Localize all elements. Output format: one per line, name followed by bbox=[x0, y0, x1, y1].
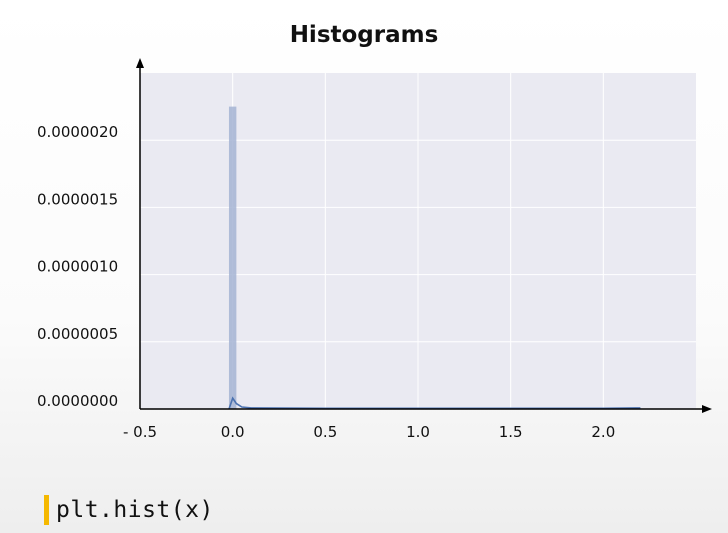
y-tick-label: 0.0000010 bbox=[37, 258, 118, 276]
y-tick-labels: 0.0000000 0.0000005 0.0000010 0.0000015 0.00… bbox=[37, 123, 118, 410]
code-text: plt.hist(x) bbox=[56, 497, 214, 523]
x-tick-label: - 0.5 bbox=[123, 423, 157, 441]
code-snippet: plt.hist(x) bbox=[44, 495, 214, 525]
x-tick-labels: - 0.5 0.0 0.5 1.0 1.5 2.0 bbox=[123, 423, 615, 441]
x-tick-label: 1.0 bbox=[406, 423, 430, 441]
histogram-bars bbox=[228, 106, 237, 409]
x-axis-arrow-icon bbox=[702, 405, 712, 413]
y-tick-label: 0.0000020 bbox=[37, 123, 118, 141]
x-tick-label: 2.0 bbox=[591, 423, 615, 441]
histogram-bar bbox=[228, 106, 237, 409]
y-tick-label: 0.0000015 bbox=[37, 190, 118, 208]
code-marker bbox=[44, 495, 49, 525]
y-tick-label: 0.0000000 bbox=[37, 392, 118, 410]
y-axis-arrow-icon bbox=[136, 58, 144, 68]
y-tick-label: 0.0000005 bbox=[37, 325, 118, 343]
x-tick-label: 0.5 bbox=[313, 423, 337, 441]
x-tick-label: 1.5 bbox=[499, 423, 523, 441]
x-tick-label: 0.0 bbox=[221, 423, 245, 441]
axes bbox=[136, 58, 712, 413]
chart-title: Histograms bbox=[289, 22, 439, 48]
